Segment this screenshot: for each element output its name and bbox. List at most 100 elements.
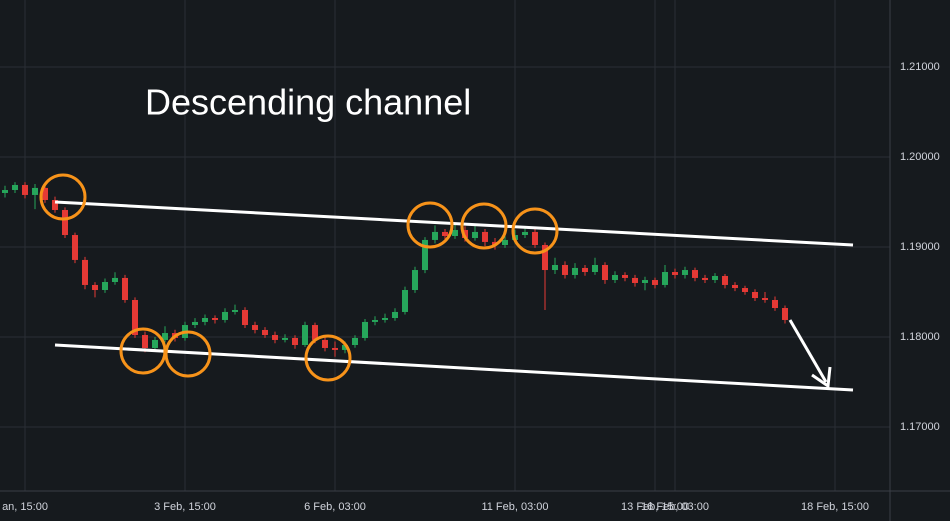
x-tick-label: 13 Feb, 15:00: [621, 501, 689, 513]
candle-body: [332, 347, 338, 350]
candle-body: [132, 300, 138, 336]
candle-body: [222, 311, 228, 320]
candle-body: [602, 264, 608, 281]
candle-body: [502, 239, 508, 246]
candle-body: [472, 231, 478, 238]
touch-circle: [406, 201, 454, 249]
candle-body: [162, 333, 168, 340]
candle-body: [682, 270, 688, 275]
candle-body: [122, 277, 128, 301]
candle-body: [252, 325, 258, 330]
x-tick-label: an, 15:00: [2, 501, 48, 513]
candle-body: [292, 337, 298, 346]
touch-circle: [164, 330, 212, 378]
candle-body: [352, 337, 358, 346]
annotations: [39, 173, 854, 392]
touch-circle: [304, 334, 352, 382]
candle-body: [202, 318, 208, 322]
candle-body: [442, 231, 448, 237]
x-tick-label: 11 Feb, 03:00: [481, 501, 548, 513]
x-tick-label: 16 Feb, 03:00: [641, 501, 709, 513]
candle-body: [702, 277, 708, 281]
candle-body: [692, 270, 698, 278]
candle-body: [212, 318, 218, 320]
candle-body: [412, 270, 418, 291]
candle-body: [742, 288, 748, 292]
candle-body: [382, 318, 388, 320]
candle-body: [342, 345, 348, 350]
arrow-head: [811, 366, 832, 389]
channel-bottom: [54, 343, 854, 392]
candle-body: [732, 284, 738, 289]
candle-body: [432, 231, 438, 240]
y-tick-label: 1.18000: [900, 331, 940, 343]
x-tick-label: 6 Feb, 03:00: [304, 501, 366, 513]
candle-body: [22, 184, 28, 195]
arrow: [788, 319, 828, 383]
candle-body: [62, 209, 68, 236]
candle-body: [92, 284, 98, 291]
candle-body: [372, 319, 378, 322]
candle-body: [452, 229, 458, 237]
x-tick-label: 18 Feb, 15:00: [801, 501, 869, 513]
candle-body: [2, 190, 8, 193]
touch-circle: [39, 173, 87, 221]
candle-body: [482, 231, 488, 242]
x-tick-label: 3 Feb, 15:00: [154, 501, 216, 513]
candle-body: [282, 337, 288, 340]
candle-body: [592, 264, 598, 273]
candle-body: [32, 187, 38, 195]
candle-body: [312, 325, 318, 340]
candle-body: [392, 311, 398, 319]
y-tick-label: 1.20000: [900, 151, 940, 163]
candle-body: [752, 291, 758, 299]
candle-body: [612, 274, 618, 281]
candle-body: [242, 309, 248, 326]
y-tick-label: 1.17000: [900, 421, 940, 433]
candle-body: [782, 308, 788, 320]
candle-body: [322, 339, 328, 348]
candle-body: [532, 231, 538, 246]
channel-top: [54, 200, 854, 247]
candle-body: [232, 309, 238, 312]
candle-body: [142, 335, 148, 348]
candle-body: [552, 264, 558, 271]
touch-circle: [511, 207, 559, 255]
candle-body: [422, 239, 428, 271]
candle-body: [642, 280, 648, 283]
chart-title: Descending channel: [145, 82, 471, 123]
candle-body: [562, 264, 568, 275]
grid: [0, 0, 890, 491]
candle-body: [192, 321, 198, 326]
candle-body: [42, 187, 48, 201]
candle-body: [82, 259, 88, 285]
candle-body: [522, 231, 528, 236]
candle-body: [762, 298, 768, 301]
candle-body: [542, 245, 548, 271]
candle-body: [582, 267, 588, 273]
candle-body: [632, 277, 638, 283]
candle-body: [362, 321, 368, 338]
candle-body: [272, 335, 278, 340]
candle-body: [72, 235, 78, 260]
candle-body: [12, 184, 18, 191]
candle-body: [402, 290, 408, 312]
y-tick-label: 1.21000: [900, 61, 940, 73]
candle-body: [52, 200, 58, 210]
candle-body: [112, 277, 118, 282]
candle-body: [672, 272, 678, 275]
candle-body: [302, 325, 308, 346]
candle-body: [102, 281, 108, 291]
candle-body: [712, 275, 718, 281]
candle-body: [152, 339, 158, 348]
candle-body: [772, 300, 778, 309]
touch-circle: [460, 202, 508, 250]
candle-body: [652, 280, 658, 285]
y-tick-label: 1.19000: [900, 241, 940, 253]
candle-body: [572, 267, 578, 275]
candle-body: [722, 275, 728, 285]
candle-body: [262, 329, 268, 336]
candle-body: [662, 272, 668, 285]
